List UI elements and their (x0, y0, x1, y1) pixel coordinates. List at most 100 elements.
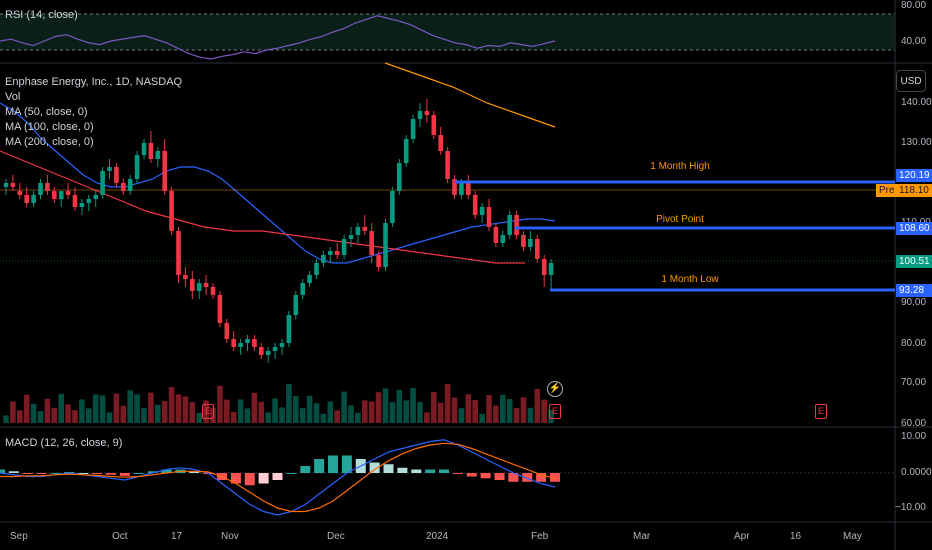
macd-tick: 10.00 (901, 431, 927, 442)
candle-body (376, 255, 381, 267)
candle-body (134, 155, 140, 179)
volume-bar (486, 395, 492, 423)
ma-line (0, 150, 525, 264)
volume-bar (72, 410, 78, 423)
price-tick: 80.00 (901, 338, 927, 349)
candle-body (548, 263, 554, 275)
macd-histogram-bar (286, 473, 297, 474)
earnings-event-icon[interactable]: E (815, 404, 827, 419)
volume-bar (148, 392, 154, 423)
candle-body (203, 283, 209, 287)
candle-body (535, 239, 540, 259)
volume-bar (44, 398, 51, 423)
macd-histogram-bar (92, 473, 103, 475)
time-tick: Feb (531, 531, 549, 542)
rsi-legend[interactable]: RSI (14, close) (5, 8, 78, 23)
month-low-tag: 93.28 (896, 284, 932, 297)
candle-body (514, 215, 519, 235)
macd-legend[interactable]: MACD (12, 26, close, 9) (5, 436, 122, 451)
volume-bar (265, 412, 271, 423)
candle-body (300, 283, 305, 295)
main-legend[interactable]: Enphase Energy, Inc., 1D, NASDAQ Vol MA … (5, 75, 182, 150)
macd-title: MACD (12, 26, close, 9) (5, 437, 123, 449)
candle-body (293, 295, 299, 315)
rsi-line (0, 15, 556, 60)
volume-bar (534, 389, 541, 423)
rsi-path (0, 15, 556, 60)
volume-bar (362, 400, 368, 423)
volume-bar (99, 395, 106, 423)
volume-bar (168, 387, 175, 423)
candles (3, 99, 554, 363)
volume-bar (437, 402, 444, 423)
volume-bar (37, 411, 44, 423)
earnings-event-icon[interactable]: E (549, 404, 561, 419)
macd-histogram-bar (383, 464, 394, 473)
candle-body (3, 183, 9, 187)
volume-bar (493, 405, 499, 423)
volume-bar (410, 388, 416, 423)
macd-histogram-bar (452, 473, 463, 474)
candle-body (328, 251, 333, 255)
candle-body (507, 215, 512, 235)
volume-bar (341, 391, 347, 423)
candle-body (231, 339, 236, 347)
candle-body (79, 203, 85, 207)
candle-body (452, 179, 457, 195)
candle-body (410, 119, 416, 139)
candle-body (252, 339, 257, 347)
rsi-tick: 80.00 (901, 0, 927, 11)
candle-body (217, 295, 223, 323)
volume-bar (17, 410, 23, 423)
pivot-tag: 108.60 (896, 222, 932, 235)
candle-body (314, 263, 319, 275)
candle-body (127, 179, 133, 191)
ma-line (0, 102, 556, 264)
volume-bar (3, 415, 9, 423)
rsi-tick: 40.00 (901, 36, 927, 47)
earnings-event-icon[interactable]: E (202, 404, 214, 419)
volume-bar (403, 400, 409, 423)
candle-body (176, 231, 181, 275)
price-tick: 140.00 (901, 97, 932, 108)
time-tick: Oct (112, 531, 128, 542)
lightning-icon[interactable]: ⚡ (547, 381, 563, 397)
volume-bar (10, 401, 16, 423)
macd-histogram-bar (8, 471, 19, 473)
candle-body (307, 275, 312, 283)
ma200-label: MA (200, close, 0) (5, 136, 94, 148)
candle-body (162, 151, 167, 191)
volume-bar (513, 408, 520, 423)
candle-body (431, 115, 437, 135)
currency-button[interactable]: USD (896, 70, 926, 92)
signal-line (0, 442, 556, 513)
volume-bars (3, 383, 554, 423)
macd-histogram-bar (189, 471, 200, 473)
volume-bar (520, 397, 527, 423)
candle-body (397, 163, 402, 191)
macd-histogram-bar (494, 473, 505, 480)
vol-label: Vol (5, 91, 21, 103)
volume-bar (368, 401, 375, 423)
volume-bar (472, 400, 478, 423)
volume-bar (320, 413, 327, 423)
volume-bar (327, 401, 334, 423)
volume-bar (548, 410, 554, 423)
candle-body (286, 315, 292, 343)
candle-body (169, 191, 174, 231)
candle-body (362, 227, 368, 231)
candle-body (148, 143, 154, 159)
volume-bar (127, 390, 133, 423)
candle-body (238, 343, 243, 347)
volume-bar (230, 411, 237, 423)
volume-bar (506, 399, 513, 423)
candle-body (31, 195, 36, 203)
candle-body (259, 347, 264, 355)
candle-body (479, 207, 485, 215)
premarket-badge: Pre (876, 184, 896, 197)
month-high-label: 1 Month High (650, 161, 709, 172)
month-low-label: 1 Month Low (661, 274, 719, 285)
price-tick: 130.00 (901, 137, 932, 148)
candle-body (369, 231, 374, 255)
